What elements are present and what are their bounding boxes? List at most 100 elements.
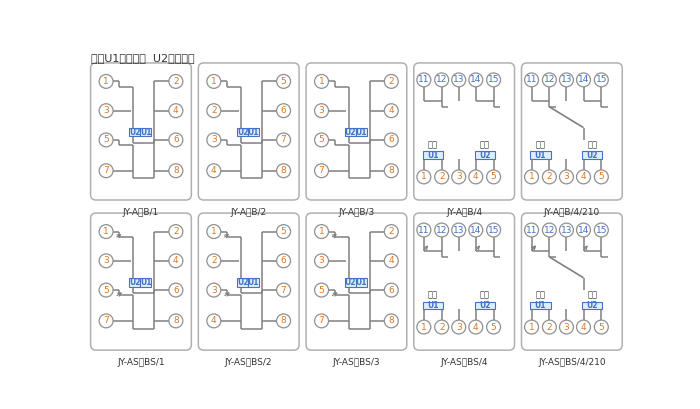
Text: 3: 3 xyxy=(211,285,217,294)
Text: 启动: 启动 xyxy=(480,290,490,299)
Text: 15: 15 xyxy=(488,75,499,84)
Circle shape xyxy=(207,254,220,268)
FancyBboxPatch shape xyxy=(475,151,495,159)
Text: 12: 12 xyxy=(544,75,555,84)
Text: U2: U2 xyxy=(344,128,356,137)
Text: 15: 15 xyxy=(488,225,499,234)
Circle shape xyxy=(559,73,573,87)
Circle shape xyxy=(99,225,113,238)
Circle shape xyxy=(417,320,430,334)
Text: 5: 5 xyxy=(318,135,324,144)
Text: 13: 13 xyxy=(561,225,572,234)
Circle shape xyxy=(577,320,591,334)
Text: 6: 6 xyxy=(173,285,178,294)
Text: 15: 15 xyxy=(596,225,607,234)
Circle shape xyxy=(99,283,113,297)
Text: 12: 12 xyxy=(544,225,555,234)
Circle shape xyxy=(452,73,466,87)
Circle shape xyxy=(594,223,608,237)
Circle shape xyxy=(169,133,183,147)
Text: 5: 5 xyxy=(491,323,496,332)
Circle shape xyxy=(384,283,398,297)
Text: 3: 3 xyxy=(564,323,569,332)
Text: 5: 5 xyxy=(491,173,496,182)
Text: 2: 2 xyxy=(547,173,552,182)
Circle shape xyxy=(169,225,183,238)
FancyBboxPatch shape xyxy=(306,213,407,350)
Text: 4: 4 xyxy=(211,166,216,175)
Text: U2: U2 xyxy=(237,278,248,287)
Text: 8: 8 xyxy=(281,317,286,326)
Text: 2: 2 xyxy=(173,77,178,86)
Text: U2: U2 xyxy=(129,128,141,137)
Circle shape xyxy=(169,164,183,178)
Circle shape xyxy=(452,320,466,334)
Text: 1: 1 xyxy=(211,77,217,86)
Circle shape xyxy=(169,74,183,88)
Circle shape xyxy=(207,74,220,88)
Text: 电源: 电源 xyxy=(428,290,438,299)
Text: 15: 15 xyxy=(596,75,607,84)
Text: U1: U1 xyxy=(140,278,151,287)
Text: 5: 5 xyxy=(598,173,604,182)
Circle shape xyxy=(486,170,500,184)
Circle shape xyxy=(435,170,449,184)
Text: 13: 13 xyxy=(561,75,572,84)
Text: 13: 13 xyxy=(453,225,465,234)
Text: U2: U2 xyxy=(587,301,598,310)
Text: U1: U1 xyxy=(248,128,259,137)
Circle shape xyxy=(577,73,591,87)
FancyBboxPatch shape xyxy=(198,213,299,350)
Circle shape xyxy=(542,170,556,184)
Text: JY-AS、BS/4: JY-AS、BS/4 xyxy=(440,358,488,367)
Text: JY-AS、BS/2: JY-AS、BS/2 xyxy=(225,358,272,367)
FancyBboxPatch shape xyxy=(140,128,151,137)
Circle shape xyxy=(469,320,483,334)
Circle shape xyxy=(207,225,220,238)
Text: 8: 8 xyxy=(389,166,394,175)
Text: 5: 5 xyxy=(281,227,286,236)
Text: 7: 7 xyxy=(281,285,286,294)
Circle shape xyxy=(276,283,290,297)
Text: 8: 8 xyxy=(173,317,178,326)
Circle shape xyxy=(452,223,466,237)
Text: 1: 1 xyxy=(318,77,324,86)
Text: 启动: 启动 xyxy=(480,140,490,149)
Text: 4: 4 xyxy=(473,173,479,182)
Circle shape xyxy=(207,283,220,297)
FancyBboxPatch shape xyxy=(237,128,248,137)
FancyBboxPatch shape xyxy=(90,63,191,200)
Text: 1: 1 xyxy=(103,227,109,236)
Text: 2: 2 xyxy=(439,323,444,332)
Text: 4: 4 xyxy=(389,106,394,115)
Text: 1: 1 xyxy=(421,173,427,182)
Circle shape xyxy=(99,164,113,178)
FancyBboxPatch shape xyxy=(198,63,299,200)
Text: 3: 3 xyxy=(318,256,324,265)
Text: U1: U1 xyxy=(356,278,367,287)
Text: 14: 14 xyxy=(578,225,589,234)
FancyBboxPatch shape xyxy=(423,151,443,159)
Circle shape xyxy=(99,133,113,147)
Text: 3: 3 xyxy=(456,173,461,182)
Circle shape xyxy=(594,73,608,87)
Text: 4: 4 xyxy=(173,256,178,265)
Circle shape xyxy=(276,164,290,178)
Text: 14: 14 xyxy=(470,75,482,84)
Text: 2: 2 xyxy=(439,173,444,182)
Text: 2: 2 xyxy=(211,106,216,115)
Text: 11: 11 xyxy=(418,75,430,84)
Text: U2: U2 xyxy=(479,301,491,310)
Text: 12: 12 xyxy=(436,225,447,234)
Circle shape xyxy=(542,73,556,87)
Text: JY-AS、BS/4/210: JY-AS、BS/4/210 xyxy=(538,358,606,367)
Circle shape xyxy=(99,104,113,118)
Circle shape xyxy=(486,223,500,237)
Circle shape xyxy=(99,314,113,328)
Text: 1: 1 xyxy=(528,323,535,332)
Text: JY-AS、BS/3: JY-AS、BS/3 xyxy=(332,358,380,367)
FancyBboxPatch shape xyxy=(522,63,622,200)
Text: 4: 4 xyxy=(473,323,479,332)
FancyBboxPatch shape xyxy=(582,151,603,159)
Circle shape xyxy=(169,283,183,297)
